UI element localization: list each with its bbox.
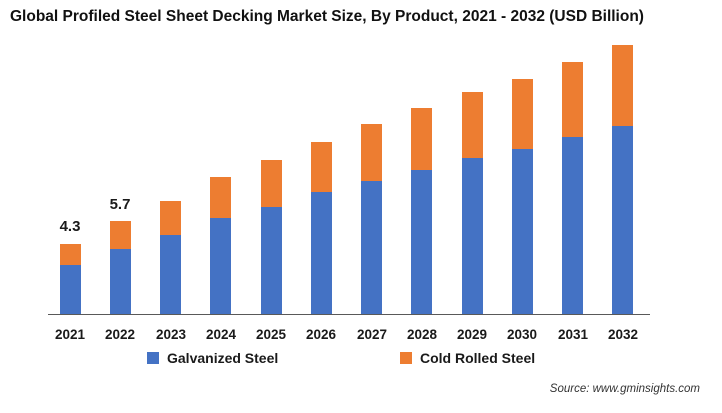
x-axis-label-2029: 2029 <box>456 327 488 342</box>
bar-cold-rolled-2025 <box>261 160 282 207</box>
bar-cold-rolled-2026 <box>311 142 332 192</box>
bar-cold-rolled-2024 <box>210 177 231 218</box>
chart-title: Global Profiled Steel Sheet Decking Mark… <box>10 8 644 25</box>
legend-item-galvanized-steel: Galvanized Steel <box>147 350 278 366</box>
x-axis-label-2030: 2030 <box>506 327 538 342</box>
bar-cold-rolled-2021 <box>60 244 81 265</box>
x-axis-label-2022: 2022 <box>104 327 136 342</box>
bar-galvanized-2031 <box>562 137 583 314</box>
bar-galvanized-2029 <box>462 158 483 314</box>
data-label-2022: 5.7 <box>109 196 131 213</box>
bar-galvanized-2021 <box>60 265 81 314</box>
bar-galvanized-2024 <box>210 218 231 314</box>
x-axis-label-2023: 2023 <box>155 327 187 342</box>
bar-cold-rolled-2030 <box>512 79 533 149</box>
x-axis-label-2031: 2031 <box>557 327 589 342</box>
source-attribution: Source: www.gminsights.com <box>549 383 700 395</box>
x-axis-label-2024: 2024 <box>205 327 237 342</box>
x-axis-label-2028: 2028 <box>406 327 438 342</box>
bar-galvanized-2030 <box>512 149 533 314</box>
x-axis-label-2026: 2026 <box>305 327 337 342</box>
bar-cold-rolled-2022 <box>110 221 131 249</box>
bar-cold-rolled-2023 <box>160 201 181 235</box>
bar-cold-rolled-2032 <box>612 45 633 126</box>
data-label-2021: 4.3 <box>59 218 81 235</box>
bar-galvanized-2027 <box>361 181 382 314</box>
bar-cold-rolled-2028 <box>411 108 432 170</box>
x-axis-label-2032: 2032 <box>607 327 639 342</box>
bar-galvanized-2028 <box>411 170 432 314</box>
legend-label-cold-rolled: Cold Rolled Steel <box>420 350 536 366</box>
x-axis-label-2025: 2025 <box>255 327 287 342</box>
bar-galvanized-2026 <box>311 192 332 314</box>
bar-galvanized-2025 <box>261 207 282 314</box>
bar-galvanized-2023 <box>160 235 181 314</box>
bar-galvanized-2032 <box>612 126 633 314</box>
x-axis-label-2021: 2021 <box>54 327 86 342</box>
x-axis-label-2027: 2027 <box>356 327 388 342</box>
legend-item-cold-rolled-steel: Cold Rolled Steel <box>400 350 535 366</box>
legend-swatch-galvanized-icon <box>147 352 159 364</box>
bar-cold-rolled-2027 <box>361 124 382 181</box>
legend-swatch-cold-rolled-icon <box>400 352 412 364</box>
x-axis-line <box>48 314 650 315</box>
bar-cold-rolled-2029 <box>462 92 483 158</box>
bar-cold-rolled-2031 <box>562 62 583 137</box>
legend-label-galvanized: Galvanized Steel <box>167 350 279 366</box>
bar-galvanized-2022 <box>110 249 131 314</box>
